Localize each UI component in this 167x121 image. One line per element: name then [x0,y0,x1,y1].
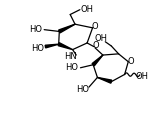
Text: O: O [92,22,98,31]
Polygon shape [92,55,103,66]
Polygon shape [45,44,59,48]
Polygon shape [59,24,75,33]
Text: HO: HO [65,63,78,72]
Text: OH: OH [80,5,93,14]
Text: OH: OH [136,72,149,81]
Text: OH: OH [95,34,108,43]
Text: HN: HN [64,52,76,61]
Polygon shape [58,43,73,50]
Text: HO: HO [31,44,44,53]
Text: O: O [92,41,99,50]
Text: O: O [127,57,134,66]
Text: HO: HO [76,85,89,94]
Polygon shape [97,77,112,83]
Text: HO: HO [29,25,42,34]
